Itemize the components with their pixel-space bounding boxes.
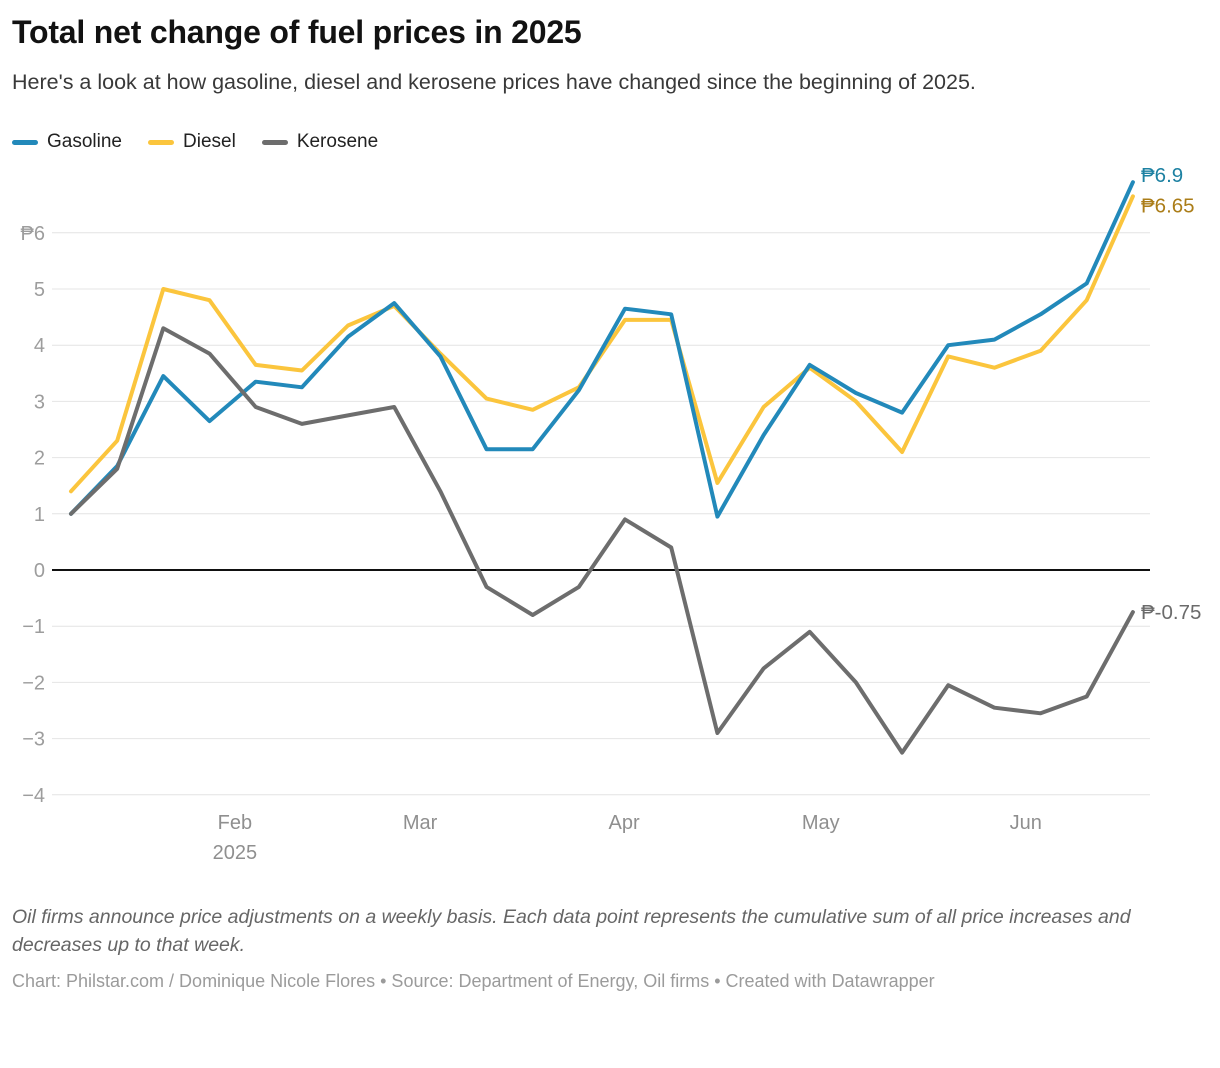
x-axis-month-label: Feb <box>218 812 252 834</box>
y-axis-tick-label: −3 <box>22 729 45 751</box>
end-value-label-kerosene: ₱-0.75 <box>1141 601 1201 624</box>
legend-item-kerosene: Kerosene <box>261 131 379 153</box>
series-line-gasoline <box>69 180 1135 519</box>
series-line-kerosene <box>69 326 1135 755</box>
y-axis-tick-label: −4 <box>22 785 45 807</box>
chart-footnote: Oil firms announce price adjustments on … <box>12 906 1131 956</box>
legend-label-kerosene: Kerosene <box>296 131 379 152</box>
diesel-swatch-icon <box>148 139 174 145</box>
end-value-label-gasoline: ₱6.9 <box>1141 164 1183 187</box>
legend-item-diesel: Diesel <box>148 131 236 153</box>
y-axis-tick-label: −1 <box>22 616 45 638</box>
series-line-diesel <box>69 194 1135 494</box>
x-axis-month-label: Jun <box>1010 812 1042 834</box>
y-axis-tick-label: ₱6 <box>21 223 45 245</box>
gasoline-swatch-icon <box>12 139 38 145</box>
y-axis-tick-label: 3 <box>34 391 45 413</box>
chart-legend: Gasoline Diesel Kerosene <box>12 131 1208 153</box>
x-axis-year-label: 2025 <box>213 842 258 864</box>
y-axis-tick-label: 5 <box>34 279 45 301</box>
legend-label-gasoline: Gasoline <box>47 131 122 152</box>
y-axis-tick-label: 4 <box>34 335 45 357</box>
page-title: Total net change of fuel prices in 2025 <box>12 14 582 50</box>
x-axis-month-label: Apr <box>609 812 640 834</box>
legend-item-gasoline: Gasoline <box>12 131 122 153</box>
chart-attribution: Chart: Philstar.com / Dominique Nicole F… <box>12 971 935 991</box>
x-axis-month-label: May <box>802 812 840 834</box>
y-axis-tick-label: 1 <box>34 504 45 526</box>
chart-subtitle: Here's a look at how gasoline, diesel an… <box>12 70 976 94</box>
end-value-label-diesel: ₱6.65 <box>1141 194 1195 217</box>
legend-label-diesel: Diesel <box>183 131 236 152</box>
y-axis-tick-label: −2 <box>22 672 45 694</box>
y-axis-tick-label: 0 <box>34 560 45 582</box>
x-axis-month-label: Mar <box>403 812 438 834</box>
fuel-price-line-chart: ₱6 5 4 3 2 1 0 −1 −2 −3 −4 Feb 2025 Mar Apr May Jun ₱6.9 ₱… <box>21 164 1202 864</box>
kerosene-swatch-icon <box>261 139 288 145</box>
y-axis-tick-label: 2 <box>34 448 45 470</box>
